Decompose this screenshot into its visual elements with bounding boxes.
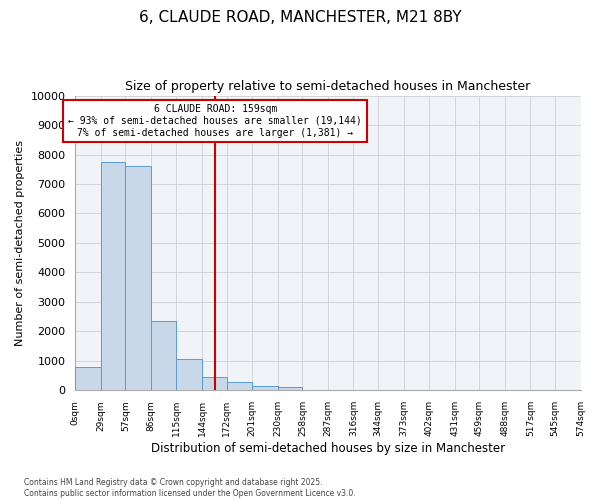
Bar bbox=[278, 388, 302, 390]
Bar bbox=[176, 360, 202, 390]
Bar bbox=[252, 386, 278, 390]
X-axis label: Distribution of semi-detached houses by size in Manchester: Distribution of semi-detached houses by … bbox=[151, 442, 505, 455]
Bar bbox=[101, 162, 125, 390]
Bar bbox=[202, 378, 227, 390]
Title: Size of property relative to semi-detached houses in Manchester: Size of property relative to semi-detach… bbox=[125, 80, 530, 93]
Bar bbox=[125, 166, 151, 390]
Text: Contains HM Land Registry data © Crown copyright and database right 2025.
Contai: Contains HM Land Registry data © Crown c… bbox=[24, 478, 356, 498]
Bar bbox=[75, 367, 101, 390]
Y-axis label: Number of semi-detached properties: Number of semi-detached properties bbox=[15, 140, 25, 346]
Text: 6 CLAUDE ROAD: 159sqm
← 93% of semi-detached houses are smaller (19,144)
7% of s: 6 CLAUDE ROAD: 159sqm ← 93% of semi-deta… bbox=[68, 104, 362, 138]
Text: 6, CLAUDE ROAD, MANCHESTER, M21 8BY: 6, CLAUDE ROAD, MANCHESTER, M21 8BY bbox=[139, 10, 461, 25]
Bar bbox=[227, 382, 252, 390]
Bar bbox=[151, 321, 176, 390]
